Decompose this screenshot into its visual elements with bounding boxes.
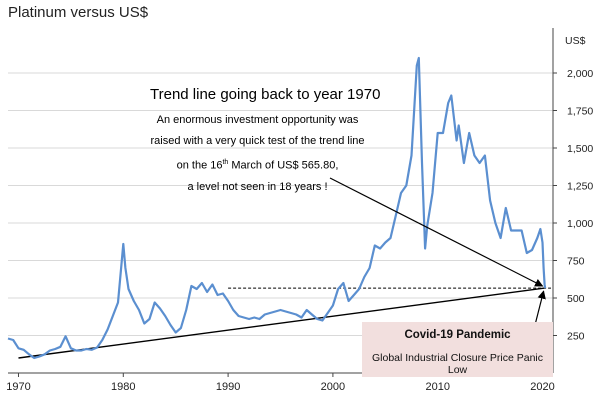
trendline-explanation: An enormous investment opportunity was r…: [150, 110, 365, 198]
annotation-arrow: [329, 177, 544, 287]
covid-arrow: [534, 290, 546, 326]
explanation-line-3-post: March of US$ 565.80,: [228, 159, 339, 172]
trend-line: [18, 287, 545, 359]
y-tick-label: 1,000: [567, 218, 593, 230]
covid-callout-box: Covid-19 Pandemic Global Industrial Clos…: [362, 322, 553, 377]
trendline-heading: Trend line going back to year 1970: [150, 86, 381, 103]
price-series-line: [7, 56, 547, 360]
covid-callout-title: Covid-19 Pandemic: [404, 329, 511, 341]
explanation-line-1: An enormous investment opportunity was: [156, 114, 359, 126]
explanation-line-2: raised with a very quick test of the tre…: [150, 135, 365, 147]
x-tick-label: 1970: [6, 381, 30, 393]
x-tick-label: 2000: [321, 381, 345, 393]
explanation-line-4: a level not seen in 18 years !: [187, 180, 328, 193]
explanation-line-3-sup: th: [222, 159, 229, 166]
y-tick-label: 2,000: [567, 68, 593, 80]
explanation-line-3: on the 16th March of US$ 565.80,: [150, 152, 365, 177]
x-tick-label: 1980: [111, 381, 135, 393]
x-tick-label: 2010: [425, 381, 449, 393]
y-tick-label: 1,500: [567, 143, 593, 155]
y-tick-label: 250: [567, 331, 585, 343]
y-tick-label: 500: [567, 293, 585, 305]
covid-callout-subtitle: Global Industrial Closure Price Panic Lo…: [372, 352, 543, 376]
y-tick-label: 1,250: [567, 181, 593, 193]
y-tick-label: 750: [567, 256, 585, 268]
y-axis-unit-label: US$: [565, 35, 586, 47]
x-tick-label: 2020: [530, 381, 554, 393]
explanation-line-3-pre: on the 16: [176, 159, 223, 172]
y-tick-label: 1,750: [567, 106, 593, 118]
x-tick-label: 1990: [216, 381, 240, 393]
chart-title: Platinum versus US$: [8, 4, 149, 21]
